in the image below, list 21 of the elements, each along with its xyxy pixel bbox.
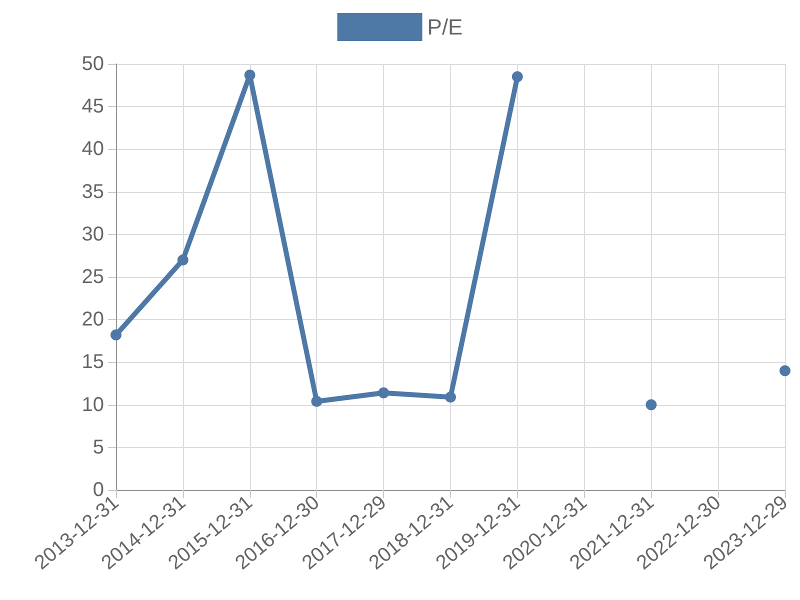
y-tick-label: 15 [82,351,104,374]
y-tick-label: 20 [82,308,104,331]
y-tick-label: 40 [82,138,104,160]
point [110,329,122,340]
point [177,254,188,266]
y-tick-label: 10 [82,394,104,416]
point [378,387,390,398]
point [445,392,456,403]
point [244,70,256,81]
y-tick-label: 30 [82,223,104,246]
y-tick-label: 45 [82,96,104,118]
legend-label: P/E [427,14,463,40]
y-tick-label: 0 [92,479,104,501]
point [311,396,322,407]
point [646,399,657,410]
y-tick-label: 5 [92,436,104,458]
point [512,71,523,82]
point [780,365,790,376]
y-tick-label: 35 [82,180,104,203]
y-tick-label: 50 [82,53,104,75]
y-tick-label: 25 [82,266,104,288]
